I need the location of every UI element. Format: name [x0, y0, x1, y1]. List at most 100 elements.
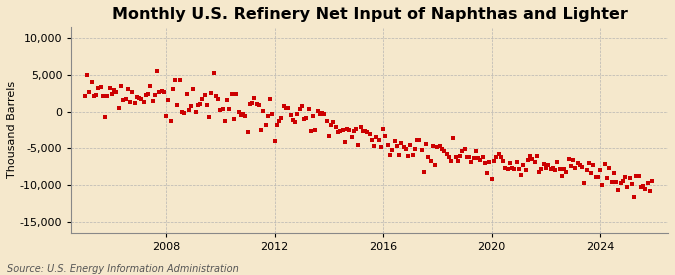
Point	[122, 87, 133, 91]
Point	[459, 147, 470, 151]
Point	[527, 157, 538, 161]
Point	[601, 176, 612, 181]
Point	[608, 171, 619, 175]
Point	[328, 120, 339, 125]
Point	[618, 179, 628, 183]
Point	[470, 149, 481, 153]
Point	[378, 127, 389, 131]
Point	[113, 106, 124, 111]
Point	[380, 134, 391, 139]
Point	[559, 166, 570, 171]
Point	[581, 168, 592, 173]
Point	[242, 129, 253, 134]
Point	[258, 109, 269, 113]
Point	[643, 181, 653, 185]
Point	[455, 153, 466, 158]
Point	[104, 86, 115, 90]
Point	[450, 155, 461, 160]
Point	[371, 135, 382, 139]
Point	[190, 110, 201, 115]
Point	[254, 103, 265, 108]
Point	[290, 119, 300, 124]
Point	[244, 102, 255, 106]
Point	[427, 144, 438, 148]
Point	[360, 129, 371, 134]
Point	[452, 158, 463, 163]
Point	[340, 139, 350, 144]
Point	[154, 89, 165, 94]
Point	[249, 96, 260, 100]
Point	[351, 126, 362, 131]
Point	[102, 94, 113, 98]
Point	[423, 155, 434, 159]
Point	[194, 101, 205, 106]
Point	[296, 104, 307, 109]
Point	[209, 71, 219, 75]
Point	[362, 130, 373, 134]
Point	[500, 166, 511, 170]
Point	[326, 123, 337, 127]
Point	[586, 170, 597, 175]
Point	[509, 166, 520, 171]
Point	[84, 90, 95, 94]
Point	[269, 139, 280, 144]
Point	[199, 93, 210, 97]
Point	[522, 158, 533, 163]
Point	[398, 145, 409, 149]
Point	[344, 128, 354, 133]
Point	[93, 85, 104, 90]
Point	[392, 144, 402, 149]
Point	[628, 194, 639, 199]
Point	[536, 167, 547, 171]
Point	[353, 143, 364, 147]
Point	[82, 73, 92, 77]
Point	[437, 147, 448, 152]
Point	[206, 91, 217, 95]
Point	[516, 173, 526, 177]
Point	[163, 98, 174, 102]
Point	[145, 84, 156, 88]
Point	[574, 163, 585, 167]
Point	[484, 160, 495, 164]
Point	[566, 164, 576, 168]
Point	[134, 96, 144, 100]
Point	[514, 166, 524, 171]
Point	[321, 118, 332, 123]
Point	[570, 166, 580, 171]
Point	[554, 166, 565, 171]
Point	[229, 116, 240, 121]
Point	[217, 106, 228, 111]
Point	[412, 138, 423, 142]
Point	[443, 155, 454, 159]
Point	[197, 97, 208, 101]
Point	[563, 156, 574, 161]
Point	[313, 109, 323, 114]
Point	[233, 110, 244, 114]
Point	[543, 163, 554, 167]
Point	[140, 93, 151, 97]
Point	[367, 138, 377, 142]
Point	[100, 115, 111, 119]
Point	[323, 134, 334, 139]
Point	[416, 148, 427, 152]
Point	[170, 78, 181, 82]
Point	[475, 158, 486, 162]
Point	[152, 69, 163, 73]
Point	[288, 118, 298, 123]
Point	[213, 97, 223, 101]
Point	[281, 106, 292, 110]
Point	[315, 111, 325, 116]
Point	[138, 100, 149, 105]
Point	[432, 145, 443, 149]
Point	[90, 93, 101, 98]
Point	[579, 181, 590, 186]
Point	[274, 119, 285, 123]
Point	[468, 156, 479, 161]
Point	[95, 85, 106, 89]
Point	[369, 144, 379, 148]
Point	[256, 127, 267, 132]
Point	[633, 174, 644, 178]
Point	[132, 94, 142, 99]
Point	[502, 166, 513, 171]
Point	[271, 123, 282, 127]
